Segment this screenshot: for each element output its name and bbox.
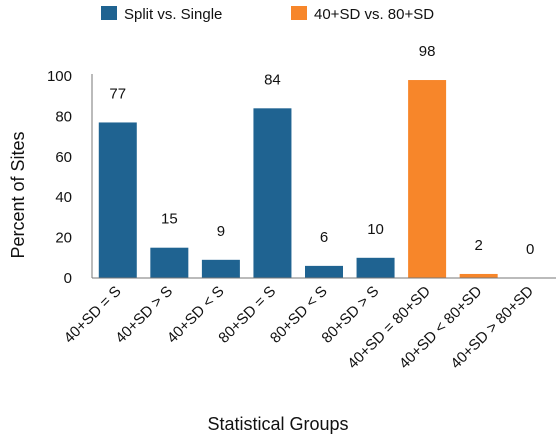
y-tick-label-0: 0	[64, 270, 72, 287]
bar-0	[98, 122, 137, 279]
y-tick-label-4: 80	[55, 108, 72, 125]
bars	[98, 80, 498, 279]
data-label-7: 2	[474, 237, 482, 254]
y-tick-label-5: 100	[47, 68, 72, 85]
data-labels: 77 15 9 84 6 10 98 2 0	[109, 43, 534, 258]
x-axis: 40+SD = S40+SD > S40+SD < S80+SD = S80+S…	[61, 277, 556, 372]
data-label-0: 77	[109, 85, 126, 102]
bar-4	[305, 265, 343, 278]
data-label-1: 15	[161, 211, 178, 228]
x-axis-label: Statistical Groups	[207, 414, 348, 434]
legend-swatch-1	[291, 6, 307, 20]
data-label-5: 10	[367, 221, 384, 238]
data-label-4: 6	[320, 229, 328, 246]
bar-2	[201, 259, 240, 278]
y-tick-label-2: 40	[55, 189, 72, 206]
bar-3	[253, 108, 292, 278]
y-axis: 0 20 40 60 80 100	[47, 68, 93, 287]
legend-label-1: 40+SD vs. 80+SD	[314, 6, 434, 23]
bar-7	[459, 273, 498, 278]
legend-swatch-0	[101, 6, 117, 20]
legend: Split vs. Single 40+SD vs. 80+SD	[101, 6, 434, 23]
y-axis-label: Percent of Sites	[8, 131, 28, 258]
legend-label-0: Split vs. Single	[124, 6, 222, 23]
data-label-3: 84	[264, 71, 281, 88]
y-tick-label-1: 20	[55, 230, 72, 247]
y-tick-label-3: 60	[55, 149, 72, 166]
bar-1	[150, 247, 189, 278]
bar-6	[408, 80, 447, 278]
data-label-2: 9	[217, 223, 225, 240]
data-label-6: 98	[419, 43, 436, 60]
bar-5	[356, 257, 395, 278]
data-label-8: 0	[526, 241, 534, 258]
